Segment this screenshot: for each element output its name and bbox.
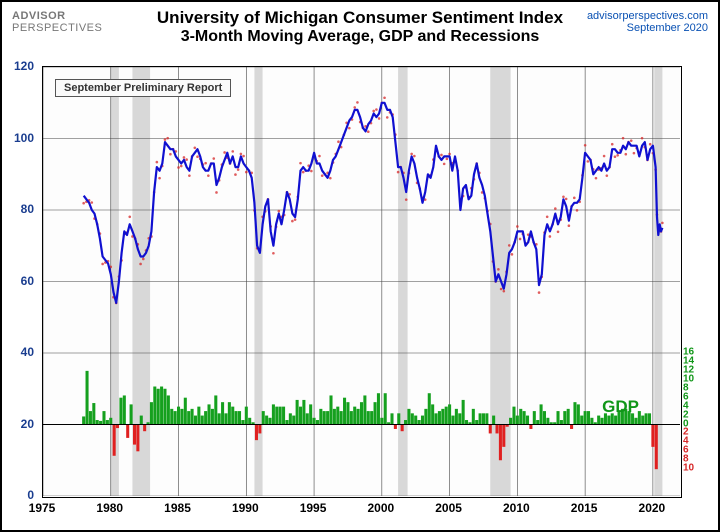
xtick: 2020 <box>639 501 666 515</box>
plot-area: September Preliminary Report GDP <box>42 66 682 498</box>
logo-sub: PERSPECTIVES <box>12 22 102 34</box>
annotation-label: September Preliminary Report <box>64 82 222 94</box>
logo-brand: ADVISOR <box>12 10 66 22</box>
ytick-left: 0 <box>27 488 34 502</box>
ytick-left: 100 <box>14 131 34 145</box>
ytick-left: 80 <box>21 202 34 216</box>
xtick: 2010 <box>503 501 530 515</box>
source-date: September 2020 <box>587 22 708 34</box>
xtick: 1990 <box>232 501 259 515</box>
xtick: 2015 <box>571 501 598 515</box>
annotation-box: September Preliminary Report <box>55 79 231 97</box>
ytick-left: 60 <box>21 274 34 288</box>
ytick-right-neg: 10 <box>683 463 694 474</box>
chart-frame: ADVISOR PERSPECTIVES University of Michi… <box>0 0 720 532</box>
ytick-left: 120 <box>14 59 34 73</box>
xtick: 1980 <box>96 501 123 515</box>
xtick: 1985 <box>164 501 191 515</box>
xtick: 2000 <box>367 501 394 515</box>
ytick-left: 40 <box>21 345 34 359</box>
logo: ADVISOR PERSPECTIVES <box>12 10 102 34</box>
source-block: advisorperspectives.com September 2020 <box>587 10 708 34</box>
plot-svg <box>43 67 680 496</box>
source-url: advisorperspectives.com <box>587 10 708 22</box>
xtick: 1995 <box>300 501 327 515</box>
ytick-right-pos: 16 <box>683 347 694 358</box>
gdp-label: GDP <box>602 397 639 417</box>
header: ADVISOR PERSPECTIVES University of Michi… <box>2 6 718 58</box>
xtick: 2005 <box>435 501 462 515</box>
ytick-left: 20 <box>21 417 34 431</box>
xtick: 1975 <box>29 501 56 515</box>
